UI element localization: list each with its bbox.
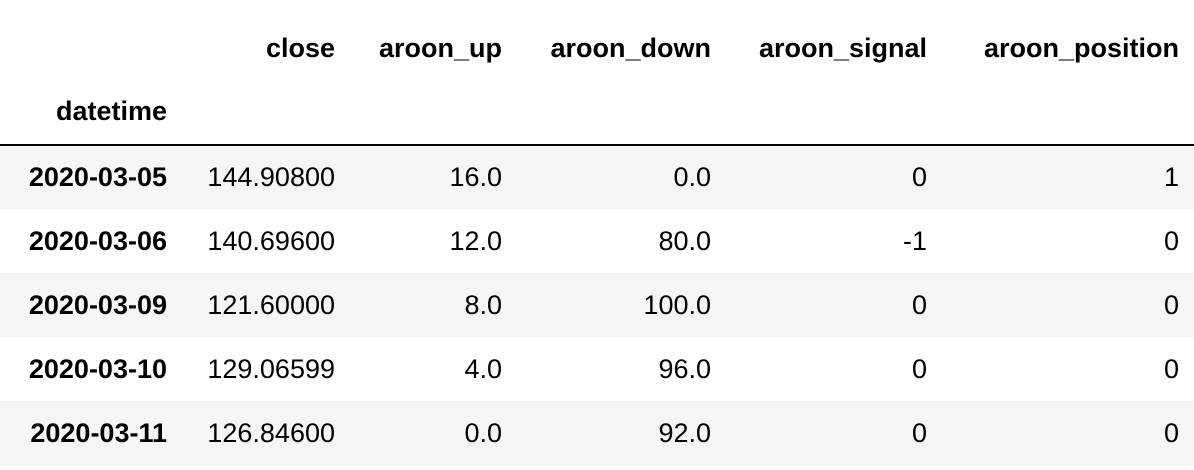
aroon-signal-cell: 0 — [911, 353, 927, 384]
index-name-header: datetime — [0, 96, 179, 146]
close-cell: 121.60000 — [207, 289, 335, 320]
aroon-down-cell: 80.0 — [658, 225, 711, 256]
aroon-down-cell: 96.0 — [658, 353, 711, 384]
table-row: 2020-03-10 129.06599 4.0 96.0 0 0 — [0, 337, 1194, 401]
aroon-signal-cell: -1 — [902, 225, 927, 256]
empty-header-cell — [942, 96, 1194, 146]
index-corner-cell — [0, 0, 179, 96]
aroon-signal-cell: 0 — [911, 162, 927, 192]
aroon-down-cell: 92.0 — [658, 417, 711, 448]
close-cell: 144.90800 — [207, 162, 335, 192]
table-row: 2020-03-09 121.60000 8.0 100.0 0 0 — [0, 273, 1194, 337]
empty-header-cell — [726, 96, 942, 146]
row-index-cell: 2020-03-05 — [28, 162, 167, 192]
row-index-cell: 2020-03-09 — [28, 289, 167, 320]
row-index-cell: 2020-03-06 — [28, 225, 167, 256]
aroon-up-cell: 12.0 — [449, 225, 502, 256]
index-name-row: datetime — [0, 96, 1194, 146]
aroon-position-cell: 0 — [1163, 417, 1179, 448]
row-index-cell: 2020-03-10 — [28, 353, 167, 384]
close-cell: 129.06599 — [207, 353, 335, 384]
close-cell: 126.84600 — [207, 417, 335, 448]
aroon-position-cell: 0 — [1163, 225, 1179, 256]
aroon-position-cell: 1 — [1163, 162, 1179, 192]
aroon-up-cell: 16.0 — [449, 162, 502, 192]
column-header-row: close aroon_up aroon_down aroon_signal a… — [0, 0, 1194, 96]
aroon-signal-cell: 0 — [911, 417, 927, 448]
aroon-position-cell: 0 — [1163, 289, 1179, 320]
table-row: 2020-03-05 144.90800 16.0 0.0 0 1 — [0, 145, 1194, 209]
table-row: 2020-03-11 126.84600 0.0 92.0 0 0 — [0, 401, 1194, 465]
aroon-up-cell: 8.0 — [464, 289, 502, 320]
empty-header-cell — [179, 96, 350, 146]
table-header: close aroon_up aroon_down aroon_signal a… — [0, 0, 1194, 146]
column-header-close: close — [265, 32, 335, 63]
aroon-down-cell: 0.0 — [673, 162, 711, 192]
table-body: 2020-03-05 144.90800 16.0 0.0 0 1 2020-0… — [0, 145, 1194, 465]
column-header-aroon-down: aroon_down — [550, 32, 712, 63]
column-header-aroon-position: aroon_position — [984, 32, 1179, 63]
empty-header-cell — [350, 96, 517, 146]
aroon-down-cell: 100.0 — [643, 289, 711, 320]
column-header-aroon-up: aroon_up — [378, 32, 502, 63]
empty-header-cell — [517, 96, 726, 146]
close-cell: 140.69600 — [207, 225, 335, 256]
table-row: 2020-03-06 140.69600 12.0 80.0 -1 0 — [0, 209, 1194, 273]
aroon-up-cell: 4.0 — [464, 353, 502, 384]
row-index-cell: 2020-03-11 — [30, 417, 167, 448]
aroon-position-cell: 0 — [1163, 353, 1179, 384]
aroon-signal-cell: 0 — [911, 289, 927, 320]
aroon-up-cell: 0.0 — [464, 417, 502, 448]
column-header-aroon-signal: aroon_signal — [758, 32, 927, 63]
